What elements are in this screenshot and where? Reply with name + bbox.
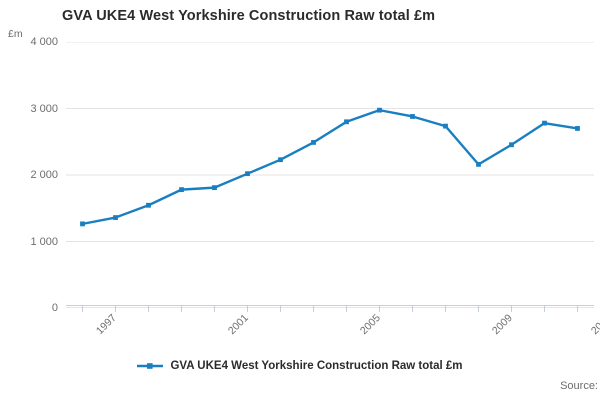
y-axis-tick-label: 1 000 [30, 235, 58, 248]
data-point-marker[interactable] [212, 185, 217, 191]
x-axis-tick-label: 2012 [588, 312, 600, 338]
data-point-marker[interactable] [575, 126, 580, 131]
data-point-marker[interactable] [509, 142, 514, 148]
data-point-marker[interactable] [476, 161, 481, 167]
chart-title: GVA UKE4 West Yorkshire Construction Raw… [62, 8, 436, 24]
data-point-marker[interactable] [377, 107, 382, 113]
gridlines [66, 42, 594, 308]
data-point-marker[interactable] [245, 171, 250, 177]
x-axis-ticks [66, 305, 594, 312]
y-axis-tick-label: 2 000 [30, 169, 58, 181]
y-axis-unit-label: £m [8, 28, 23, 40]
legend-label: GVA UKE4 West Yorkshire Construction Raw… [170, 360, 463, 372]
data-point-marker[interactable] [311, 140, 316, 145]
data-point-marker[interactable] [278, 157, 283, 163]
legend-item[interactable]: GVA UKE4 West Yorkshire Construction Raw… [137, 360, 463, 372]
plot-svg [66, 42, 594, 308]
data-point-marker[interactable] [344, 119, 349, 125]
data-point-marker[interactable] [80, 221, 85, 227]
data-point-marker[interactable] [113, 215, 118, 220]
x-axis-tick-label: 2005 [357, 312, 383, 338]
x-axis [66, 305, 594, 312]
legend-line-marker-icon [137, 363, 164, 369]
x-axis-tick-label: 2001 [225, 312, 251, 338]
y-axis-tick-label: 4 000 [30, 36, 58, 48]
source-note: Source: [560, 380, 598, 392]
data-point-marker[interactable] [410, 114, 415, 119]
data-point-marker[interactable] [146, 202, 151, 208]
y-axis-tick-label: 3 000 [30, 102, 58, 115]
data-series-group [80, 107, 580, 227]
x-axis-tick-label: 1997 [93, 312, 119, 338]
x-axis-tick-labels: 1997 2001 2005 2009 2012 [66, 312, 600, 352]
x-axis-tick-label: 2009 [489, 312, 515, 338]
series-line [81, 108, 579, 226]
y-axis-tick-labels: 0 1 000 2 000 3 000 4 000 [0, 36, 58, 314]
plot-area [66, 42, 594, 308]
y-axis-tick-label: 0 [51, 302, 58, 314]
data-point-marker[interactable] [443, 123, 448, 129]
data-point-marker[interactable] [542, 120, 547, 126]
chart-legend: GVA UKE4 West Yorkshire Construction Raw… [0, 360, 600, 372]
data-point-marker[interactable] [179, 187, 184, 193]
